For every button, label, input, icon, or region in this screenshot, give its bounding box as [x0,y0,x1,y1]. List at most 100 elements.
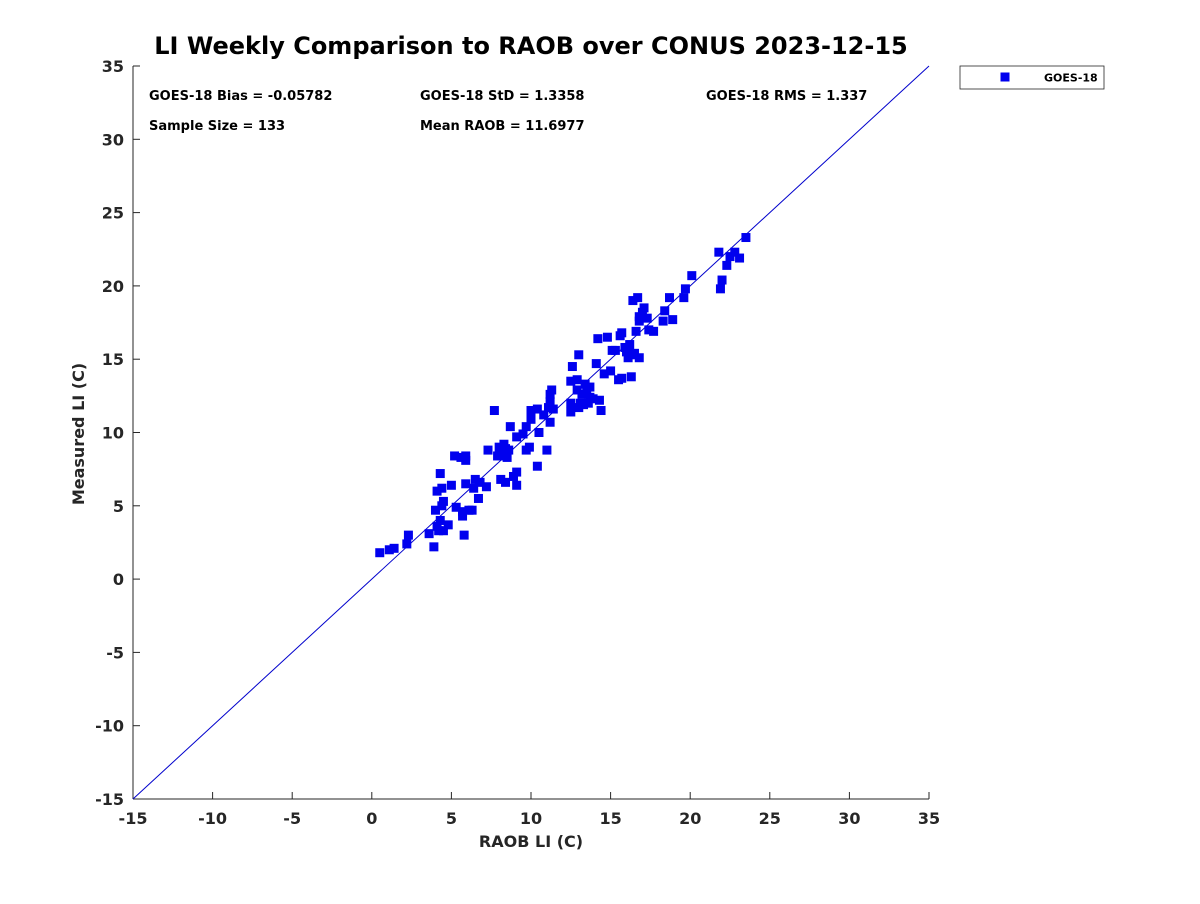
y-tick-label: -15 [95,790,124,809]
data-point [438,496,448,506]
x-tick-label: -15 [119,809,148,828]
data-point [566,376,576,386]
data-point [610,345,620,355]
data-point [687,271,697,281]
data-point [475,477,485,487]
y-tick-label: -10 [95,717,124,736]
x-tick-label: 0 [366,809,377,828]
data-point [532,461,542,471]
y-axis-label: Measured LI (C) [69,363,88,505]
data-point [512,467,522,477]
data-point [574,350,584,360]
data-point [593,334,603,344]
annotation-sample-size: Sample Size = 133 [149,119,285,134]
data-point [679,293,689,303]
data-point [456,452,466,462]
data-point [617,328,627,338]
data-point [660,306,670,316]
data-point [467,505,477,515]
data-point [473,493,483,503]
data-point [389,543,399,553]
data-point [606,366,616,376]
data-point [626,372,636,382]
y-tick-label: 20 [102,277,124,296]
data-point [489,406,499,416]
data-point [633,293,643,303]
data-point [725,252,735,262]
legend-box [959,65,1105,90]
data-point [470,474,480,484]
y-tick-label: 5 [113,497,124,516]
y-tick-label: 0 [113,570,124,589]
data-point [443,520,453,530]
data-point [505,422,515,432]
data-point [542,445,552,455]
data-point [524,442,534,452]
legend: GOES-18 [959,65,1105,90]
data-point [544,403,554,413]
data-point [403,530,413,540]
data-point [461,479,471,489]
data-point [668,315,678,325]
data-point [567,362,577,372]
data-point [639,303,649,313]
data-point [458,507,468,517]
data-point [577,389,587,399]
data-point [625,340,635,350]
data-point [665,293,675,303]
legend-label-goes-18: GOES-18 [1044,72,1098,85]
data-point [599,369,609,379]
x-axis-label: RAOB LI (C) [479,832,583,851]
data-point [450,451,460,461]
data-point [384,545,394,555]
data-point [545,417,555,427]
data-point [501,477,511,487]
data-point [628,296,638,306]
data-point [714,247,724,257]
data-point [644,325,654,335]
chart-title: LI Weekly Comparison to RAOB over CONUS … [154,32,907,60]
data-point [741,233,751,243]
data-point [591,359,601,369]
data-point [434,526,444,536]
data-point [375,548,385,558]
data-point [634,353,644,363]
data-point [631,326,641,336]
annotation-rms: GOES-18 RMS = 1.337 [706,89,867,104]
data-point [594,395,604,405]
data-point [435,469,445,479]
y-tick-label: 35 [102,57,124,76]
data-point [547,385,557,395]
data-point [435,515,445,525]
data-point [629,348,639,358]
data-point [735,253,745,263]
data-point [496,474,506,484]
axis-ticks: -15 -10 -5 0 5 10 15 20 25 30 35 -15 -10 -5 0 5 10 15 20 25… [95,57,940,828]
data-point [583,398,593,408]
data-point [429,542,439,552]
data-point [572,375,582,385]
x-tick-label: -10 [198,809,227,828]
data-point [481,482,491,492]
y-tick-label: 15 [102,350,124,369]
data-point [469,483,479,493]
reference-line-layer [132,65,930,800]
legend-marker-goes-18 [1000,72,1010,82]
data-point [680,284,690,294]
data-point [518,429,528,439]
data-point [483,445,493,455]
data-point [512,480,522,490]
annotation-mean-raob: Mean RAOB = 11.6977 [420,119,585,134]
data-point [432,486,442,496]
data-point [715,284,725,294]
data-point [588,394,598,404]
x-tick-label: 30 [838,809,860,828]
data-point [539,410,549,420]
one-to-one-line [132,65,930,800]
data-point [585,382,595,392]
y-tick-label: -5 [106,643,124,662]
data-point [572,385,582,395]
x-tick-label: 10 [520,809,542,828]
data-point [430,505,440,515]
